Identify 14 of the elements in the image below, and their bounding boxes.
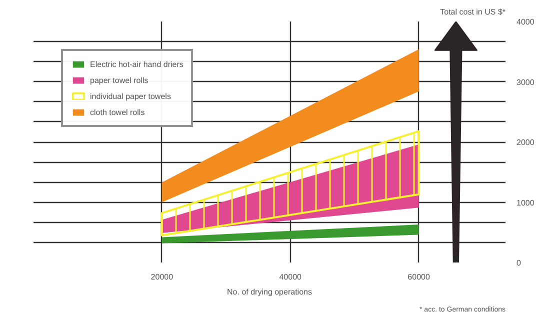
x-tick-label: 20000 (150, 272, 174, 282)
legend-label: cloth towel rolls (90, 107, 145, 117)
x-tick-label: 40000 (279, 272, 302, 282)
y-tick-label: 2000 (516, 138, 535, 147)
y-tick-label: 1000 (516, 198, 535, 208)
y-axis-title: Total cost in US $* (440, 8, 506, 16)
y-tick-label: 4000 (516, 18, 535, 26)
legend-label: individual paper towels (90, 91, 171, 101)
x-axis-title: No. of drying operations (227, 288, 312, 296)
y-tick-label: 3000 (516, 78, 535, 87)
legend-label: paper towel rolls (90, 75, 148, 85)
x-tick-label: 60000 (408, 272, 430, 282)
legend-label: Electric hot-air hand driers (90, 59, 184, 69)
y-tick-label: 0 (516, 258, 522, 268)
